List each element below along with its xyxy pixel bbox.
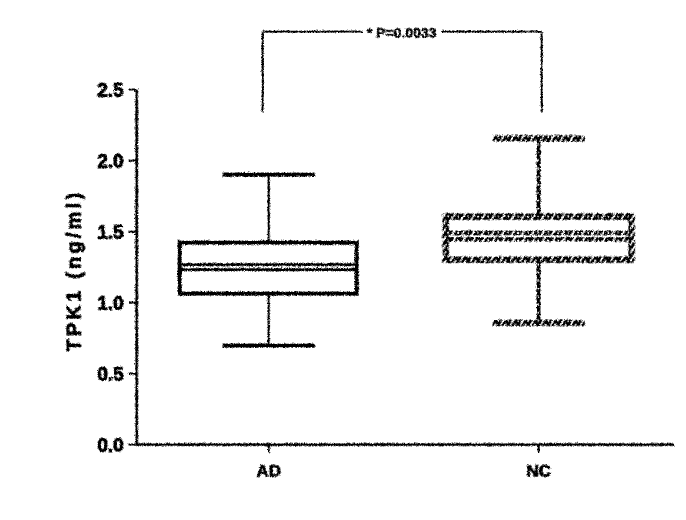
svg-text:* P=0.0033: * P=0.0033: [366, 24, 436, 40]
svg-text:0.5: 0.5: [97, 364, 124, 385]
svg-text:0.0: 0.0: [97, 435, 123, 456]
svg-text:2.0: 2.0: [97, 151, 123, 172]
svg-text:AD: AD: [256, 461, 281, 480]
svg-text:1.5: 1.5: [97, 222, 124, 243]
svg-text:NC: NC: [526, 461, 551, 480]
svg-text:TPK1 (ng/ml): TPK1 (ng/ml): [63, 189, 85, 351]
svg-text:2.5: 2.5: [97, 80, 124, 101]
svg-text:1.0: 1.0: [97, 293, 123, 314]
